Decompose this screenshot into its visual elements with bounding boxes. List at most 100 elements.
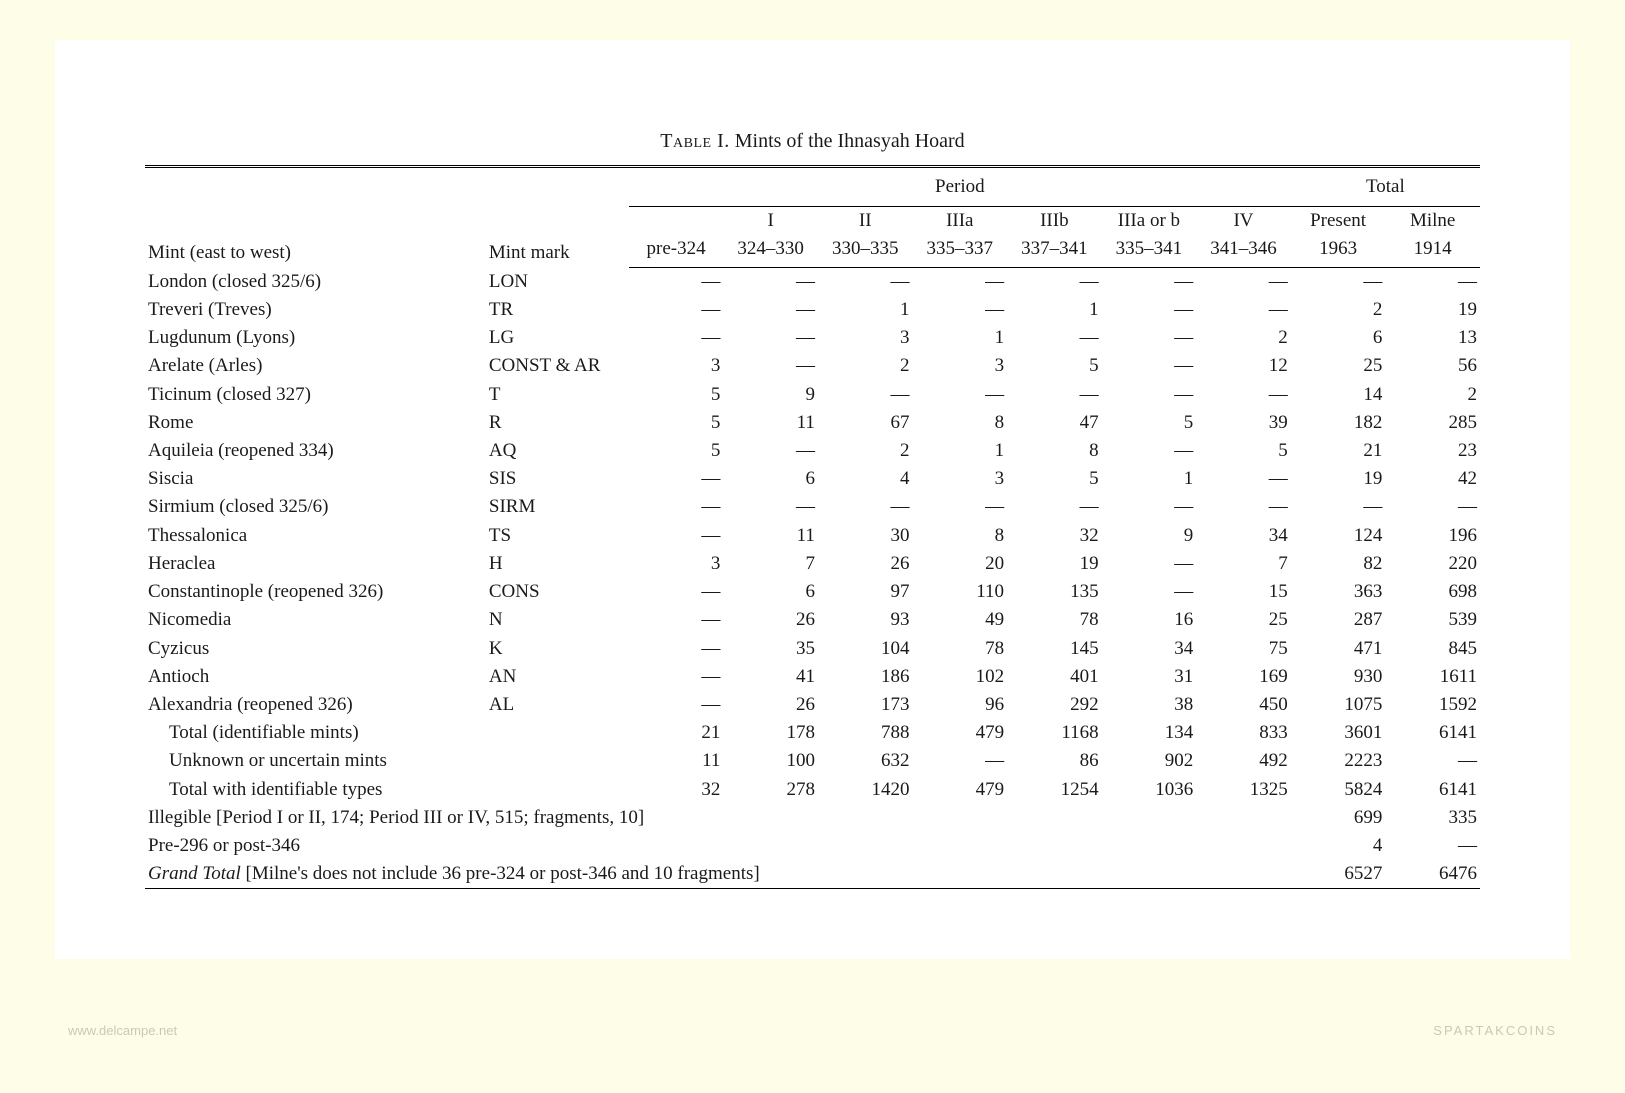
value-cell: 19 [1291, 465, 1386, 493]
mark-cell: AN [486, 663, 629, 691]
value-cell: 104 [818, 635, 913, 663]
value-cell: — [1102, 352, 1197, 380]
hdr-t0-top: Present [1291, 207, 1386, 236]
table-row: Alexandria (reopened 326)AL—261739629238… [145, 691, 1480, 719]
value-cell: — [629, 296, 724, 324]
period-group-header: Period [629, 167, 1291, 207]
value-cell: 2223 [1291, 747, 1386, 775]
value-cell: 19 [1007, 550, 1102, 578]
value-cell: — [1196, 381, 1291, 409]
value-cell: 19 [1385, 296, 1480, 324]
note-row: Pre-296 or post-3464— [145, 832, 1480, 860]
hdr-p5-top: IIIa or b [1102, 207, 1197, 236]
grand-total-rest: [Milne's does not include 36 pre-324 or … [241, 863, 760, 884]
mint-cell: Treveri (Treves) [145, 296, 486, 324]
value-cell: 1 [913, 437, 1008, 465]
value-cell: 845 [1385, 635, 1480, 663]
value-cell: — [629, 465, 724, 493]
value-cell: 11 [629, 747, 724, 775]
value-cell: 25 [1291, 352, 1386, 380]
value-cell: 14 [1291, 381, 1386, 409]
value-cell: 3 [629, 352, 724, 380]
mint-cell: Antioch [145, 663, 486, 691]
table-row: SisciaSIS—64351—1942 [145, 465, 1480, 493]
value-cell: 6 [723, 578, 818, 606]
value-cell: 30 [818, 522, 913, 550]
note-label: Illegible [Period I or II, 174; Period I… [145, 804, 1291, 832]
table-row: London (closed 325/6)LON————————— [145, 267, 1480, 296]
value-cell: — [629, 606, 724, 634]
mint-cell: Siscia [145, 465, 486, 493]
value-cell: 1 [1007, 296, 1102, 324]
value-cell: 9 [1102, 522, 1197, 550]
value-cell: 698 [1385, 578, 1480, 606]
value-cell: 96 [913, 691, 1008, 719]
mark-cell: TR [486, 296, 629, 324]
value-cell: 1611 [1385, 663, 1480, 691]
mint-cell: Aquileia (reopened 334) [145, 437, 486, 465]
caption-label: Table I. [660, 130, 729, 152]
value-cell: — [1196, 465, 1291, 493]
value-cell: — [1102, 267, 1197, 296]
value-cell: 3 [913, 352, 1008, 380]
hdr-p6-bot: 341–346 [1196, 235, 1291, 267]
value-cell: — [913, 381, 1008, 409]
mint-cell: Nicomedia [145, 606, 486, 634]
mark-cell: AQ [486, 437, 629, 465]
mint-cell: Rome [145, 409, 486, 437]
table-row: CyzicusK—35104781453475471845 [145, 635, 1480, 663]
value-cell: — [629, 635, 724, 663]
table-row: NicomediaN—269349781625287539 [145, 606, 1480, 634]
value-cell: 5 [629, 437, 724, 465]
value-cell: 78 [913, 635, 1008, 663]
table-caption: Table I. Mints of the Ihnasyah Hoard [145, 130, 1480, 153]
mints-table: Mint (east to west) Mint mark Period Tot… [145, 165, 1480, 889]
hdr-p3-bot: 335–337 [913, 235, 1008, 267]
mint-cell: Ticinum (closed 327) [145, 381, 486, 409]
value-cell: 1254 [1007, 776, 1102, 804]
value-cell: 9 [723, 381, 818, 409]
value-cell: — [913, 493, 1008, 521]
value-cell: 8 [913, 522, 1008, 550]
value-cell: — [1196, 493, 1291, 521]
subtotal-label: Total with identifiable types [145, 776, 486, 804]
value-cell: — [1196, 267, 1291, 296]
hdr-t1-top: Milne [1385, 207, 1480, 236]
table-row: ThessalonicaTS—1130832934124196 [145, 522, 1480, 550]
value-cell: — [723, 267, 818, 296]
value-cell: 902 [1102, 747, 1197, 775]
value-cell: 11 [723, 522, 818, 550]
value-cell: 82 [1291, 550, 1386, 578]
mark-cell: TS [486, 522, 629, 550]
mark-cell: LG [486, 324, 629, 352]
hdr-p6-top: IV [1196, 207, 1291, 236]
value-cell: 182 [1291, 409, 1386, 437]
value-cell: 100 [723, 747, 818, 775]
hdr-p2-top: II [818, 207, 913, 236]
value-cell: 363 [1291, 578, 1386, 606]
value-cell: 102 [913, 663, 1008, 691]
value-cell: 220 [1385, 550, 1480, 578]
hdr-p3-top: IIIa [913, 207, 1008, 236]
mark-cell: SIS [486, 465, 629, 493]
value-cell: — [1291, 493, 1386, 521]
value-cell: 1 [818, 296, 913, 324]
value-cell: 169 [1196, 663, 1291, 691]
empty-cell [486, 719, 629, 747]
note-milne: 335 [1385, 804, 1480, 832]
value-cell: 49 [913, 606, 1008, 634]
value-cell: 292 [1007, 691, 1102, 719]
value-cell: 285 [1385, 409, 1480, 437]
hdr-p4-bot: 337–341 [1007, 235, 1102, 267]
value-cell: 5 [1196, 437, 1291, 465]
col-mint-header: Mint (east to west) [145, 167, 486, 268]
hdr-p5-bot: 335–341 [1102, 235, 1197, 267]
value-cell: 13 [1385, 324, 1480, 352]
value-cell: 78 [1007, 606, 1102, 634]
value-cell: 1 [913, 324, 1008, 352]
value-cell: 86 [1007, 747, 1102, 775]
subtotal-label: Unknown or uncertain mints [145, 747, 486, 775]
value-cell: 93 [818, 606, 913, 634]
value-cell: — [629, 522, 724, 550]
value-cell: 67 [818, 409, 913, 437]
